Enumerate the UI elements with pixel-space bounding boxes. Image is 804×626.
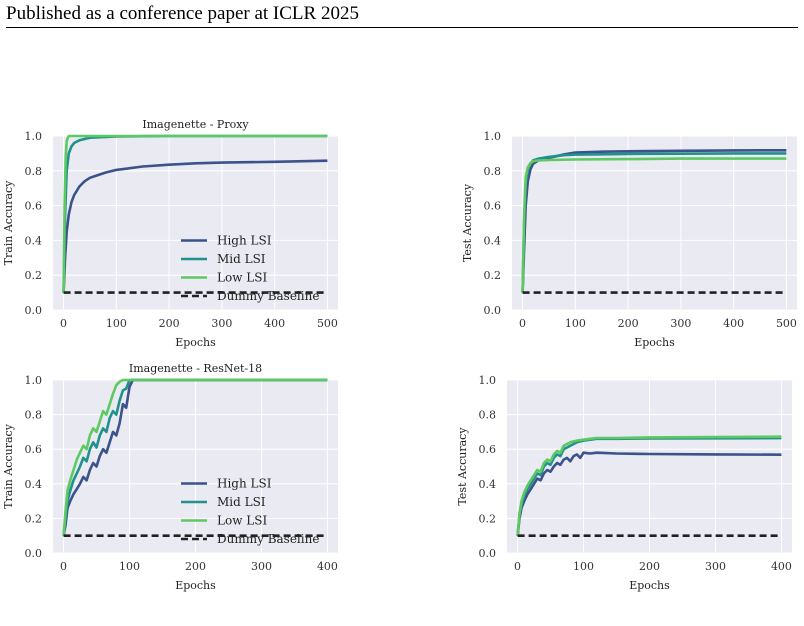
legend-label-mid: Mid LSI bbox=[217, 495, 266, 509]
y-axis-label: Test Accuracy bbox=[456, 427, 469, 506]
legend-label-low: Low LSI bbox=[217, 514, 267, 528]
legend-label-high: High LSI bbox=[217, 234, 272, 248]
y-tick-label: 0.8 bbox=[484, 165, 502, 178]
x-tick-label: 400 bbox=[723, 317, 744, 330]
chart-title: Imagenette - Proxy bbox=[142, 118, 249, 131]
x-tick-label: 100 bbox=[565, 317, 586, 330]
y-tick-label: 1.0 bbox=[479, 374, 497, 387]
y-tick-label: 1.0 bbox=[25, 130, 43, 143]
y-tick-label: 1.0 bbox=[484, 130, 502, 143]
y-tick-label: 0.6 bbox=[25, 443, 43, 456]
x-tick-label: 100 bbox=[119, 560, 140, 573]
x-axis-label: Epochs bbox=[634, 336, 675, 349]
x-tick-label: 200 bbox=[639, 560, 660, 573]
y-tick-label: 0.6 bbox=[479, 443, 497, 456]
y-tick-label: 0.2 bbox=[25, 512, 43, 525]
page-header: Published as a conference paper at ICLR … bbox=[6, 3, 359, 24]
y-tick-label: 0.0 bbox=[25, 304, 43, 317]
x-tick-label: 300 bbox=[211, 317, 232, 330]
x-tick-label: 300 bbox=[670, 317, 691, 330]
x-tick-label: 400 bbox=[317, 560, 338, 573]
x-tick-label: 200 bbox=[618, 317, 639, 330]
plot-area bbox=[512, 136, 797, 310]
y-axis-label: Train Accuracy bbox=[2, 423, 15, 509]
x-tick-label: 500 bbox=[776, 317, 797, 330]
y-tick-label: 0.8 bbox=[25, 409, 43, 422]
x-tick-label: 200 bbox=[185, 560, 206, 573]
x-tick-label: 100 bbox=[106, 317, 127, 330]
x-tick-label: 0 bbox=[519, 317, 526, 330]
y-tick-label: 0.0 bbox=[479, 547, 497, 560]
plot-area bbox=[53, 136, 338, 310]
x-tick-label: 0 bbox=[60, 560, 67, 573]
series-line-low bbox=[62, 134, 328, 293]
legend-label-dummy: Dummy Baseline bbox=[217, 289, 319, 303]
y-axis-label: Train Accuracy bbox=[2, 180, 15, 266]
y-tick-label: 0.4 bbox=[25, 234, 43, 247]
x-tick-label: 300 bbox=[705, 560, 726, 573]
series-line-mid bbox=[62, 378, 328, 536]
y-tick-label: 0.6 bbox=[484, 200, 502, 213]
y-tick-label: 0.2 bbox=[25, 269, 43, 282]
series-line-low bbox=[62, 378, 328, 536]
x-tick-label: 400 bbox=[264, 317, 285, 330]
x-tick-label: 500 bbox=[317, 317, 338, 330]
x-tick-label: 300 bbox=[251, 560, 272, 573]
series-line-low bbox=[516, 435, 782, 536]
legend-label-dummy: Dummy Baseline bbox=[217, 532, 319, 546]
y-tick-label: 1.0 bbox=[25, 374, 43, 387]
x-axis-label: Epochs bbox=[175, 579, 216, 592]
x-tick-label: 200 bbox=[159, 317, 180, 330]
legend-label-low: Low LSI bbox=[217, 271, 267, 285]
chart-title: Imagenette - ResNet-18 bbox=[129, 362, 262, 375]
y-tick-label: 0.4 bbox=[479, 478, 497, 491]
legend-label-mid: Mid LSI bbox=[217, 252, 266, 266]
y-tick-label: 0.4 bbox=[25, 478, 43, 491]
x-tick-label: 0 bbox=[60, 317, 67, 330]
series-line-low bbox=[521, 157, 787, 293]
series-line-high bbox=[62, 159, 328, 293]
series-line-high bbox=[516, 451, 782, 536]
y-axis-label: Test Accuracy bbox=[461, 183, 474, 262]
x-tick-label: 400 bbox=[771, 560, 792, 573]
y-tick-label: 0.2 bbox=[479, 512, 497, 525]
header-rule bbox=[6, 27, 798, 28]
y-tick-label: 0.0 bbox=[484, 304, 502, 317]
y-tick-label: 0.8 bbox=[25, 165, 43, 178]
x-axis-label: Epochs bbox=[175, 336, 216, 349]
y-tick-label: 0.8 bbox=[479, 409, 497, 422]
y-tick-label: 0.0 bbox=[25, 547, 43, 560]
y-tick-label: 0.4 bbox=[484, 234, 502, 247]
y-tick-label: 0.6 bbox=[25, 200, 43, 213]
x-tick-label: 100 bbox=[573, 560, 594, 573]
x-tick-label: 0 bbox=[514, 560, 521, 573]
y-tick-label: 0.2 bbox=[484, 269, 502, 282]
x-axis-label: Epochs bbox=[629, 579, 670, 592]
legend-label-high: High LSI bbox=[217, 477, 272, 491]
